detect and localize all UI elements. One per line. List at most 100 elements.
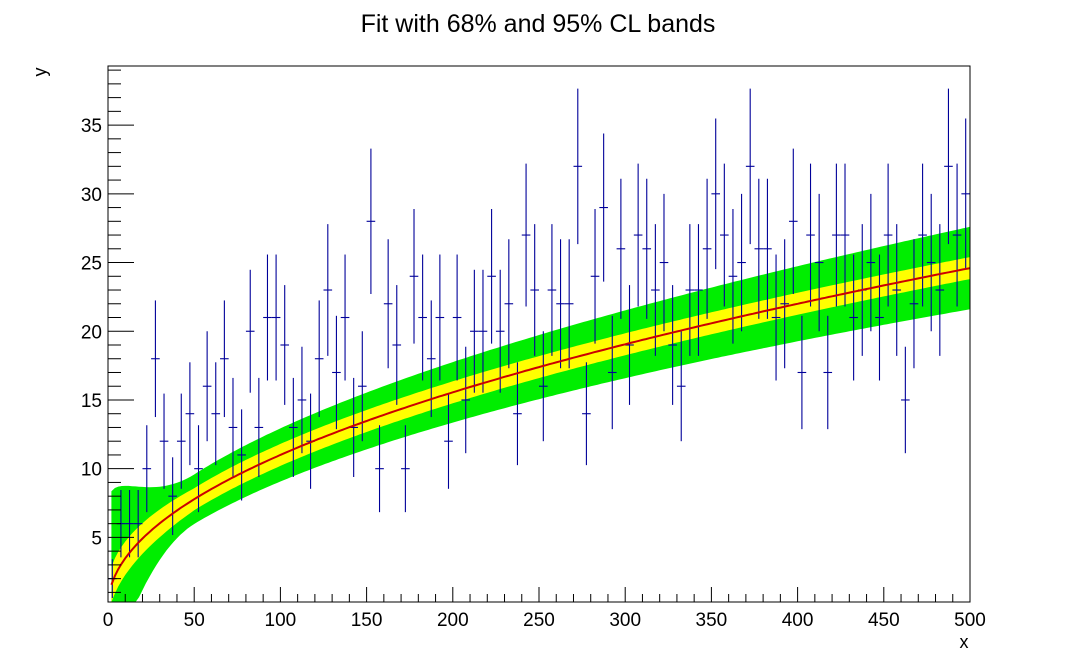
y-tick-label: 10	[81, 460, 102, 481]
data-point	[901, 346, 910, 454]
data-point	[547, 224, 557, 356]
data-point	[668, 285, 677, 405]
y-tick-label: 25	[81, 254, 102, 275]
data-point	[478, 269, 488, 393]
data-point	[418, 254, 427, 381]
data-point	[694, 224, 703, 356]
data-point	[237, 409, 246, 501]
data-point	[323, 224, 333, 356]
data-point	[211, 362, 221, 466]
data-point	[125, 489, 134, 558]
data-point	[685, 224, 695, 356]
data-point	[616, 178, 626, 319]
data-point	[332, 315, 341, 430]
x-tick-label: 450	[868, 610, 900, 631]
data-point	[599, 133, 608, 282]
data-point	[366, 148, 376, 295]
data-point	[495, 269, 505, 393]
data-point	[151, 300, 160, 418]
data-point	[918, 163, 927, 307]
data-point	[633, 163, 643, 307]
y-tick-label: 20	[81, 322, 102, 343]
x-tick-label: 150	[351, 610, 383, 631]
x-tick-label: 100	[265, 610, 297, 631]
data-point	[220, 300, 229, 418]
data-point	[866, 193, 876, 332]
x-tick-label: 0	[103, 610, 114, 631]
data-point	[573, 88, 583, 245]
data-point	[444, 393, 453, 489]
data-point	[702, 178, 712, 319]
data-point	[297, 346, 307, 454]
data-point	[788, 148, 798, 295]
data-point	[202, 331, 212, 442]
data-point	[651, 224, 660, 356]
fit-line	[110, 267, 971, 586]
data-point	[556, 239, 565, 369]
data-point	[452, 254, 462, 381]
data-point	[832, 163, 841, 307]
data-point	[530, 224, 539, 356]
data-point	[426, 300, 436, 418]
data-point	[168, 457, 177, 536]
data-point	[271, 254, 281, 381]
data-point	[763, 178, 772, 319]
data-point	[564, 239, 574, 369]
data-point	[711, 118, 721, 270]
data-point	[513, 362, 522, 466]
data-point	[720, 163, 729, 307]
data-point	[961, 118, 970, 270]
y-tick-label: 35	[81, 116, 102, 137]
data-point	[280, 285, 290, 405]
data-point	[289, 377, 298, 478]
data-point	[470, 269, 479, 393]
x-tick-label: 300	[609, 610, 641, 631]
data-point	[263, 254, 272, 381]
data-point	[228, 377, 238, 478]
data-point	[133, 489, 143, 558]
data-point	[539, 331, 548, 442]
data-point	[392, 285, 402, 405]
data-point	[926, 193, 936, 332]
data-point	[771, 254, 781, 381]
plot-area: 0 50 100 150 200 250 300 350 400 450 500 5 10 15 20 25 3…	[81, 65, 986, 631]
data-point	[142, 425, 152, 513]
data-point	[745, 88, 755, 245]
data-point	[676, 331, 686, 442]
data-point	[642, 178, 652, 319]
x-tick-label: 400	[782, 610, 814, 631]
data-point	[582, 362, 591, 466]
data-point	[754, 178, 764, 319]
data-point	[823, 315, 833, 430]
data-point	[659, 193, 669, 332]
data-point	[504, 239, 514, 369]
data-point	[728, 208, 738, 344]
data-point	[840, 163, 850, 307]
x-tick-label: 50	[184, 610, 205, 631]
data-point	[461, 346, 471, 454]
data-point	[590, 208, 600, 344]
x-tick-label: 350	[696, 610, 728, 631]
x-tick-label: 500	[954, 610, 986, 631]
data-point	[814, 193, 824, 332]
x-tick-label: 250	[523, 610, 555, 631]
data-point	[607, 315, 617, 430]
data-point	[375, 425, 384, 513]
x-axis-label: x	[960, 632, 969, 652]
data-point	[487, 208, 496, 344]
data-point	[176, 393, 186, 489]
data-point	[401, 425, 410, 513]
data-point	[892, 224, 902, 356]
data-point	[521, 163, 531, 307]
x-tick-label: 200	[437, 610, 469, 631]
data-point	[935, 224, 945, 356]
y-tick-label: 5	[91, 528, 102, 549]
data-point	[254, 377, 264, 478]
y-tick-label: 15	[81, 391, 102, 412]
data-point	[780, 239, 789, 369]
data-point	[909, 239, 919, 369]
data-point	[185, 362, 195, 466]
data-point	[159, 393, 169, 489]
data-point	[883, 163, 893, 307]
